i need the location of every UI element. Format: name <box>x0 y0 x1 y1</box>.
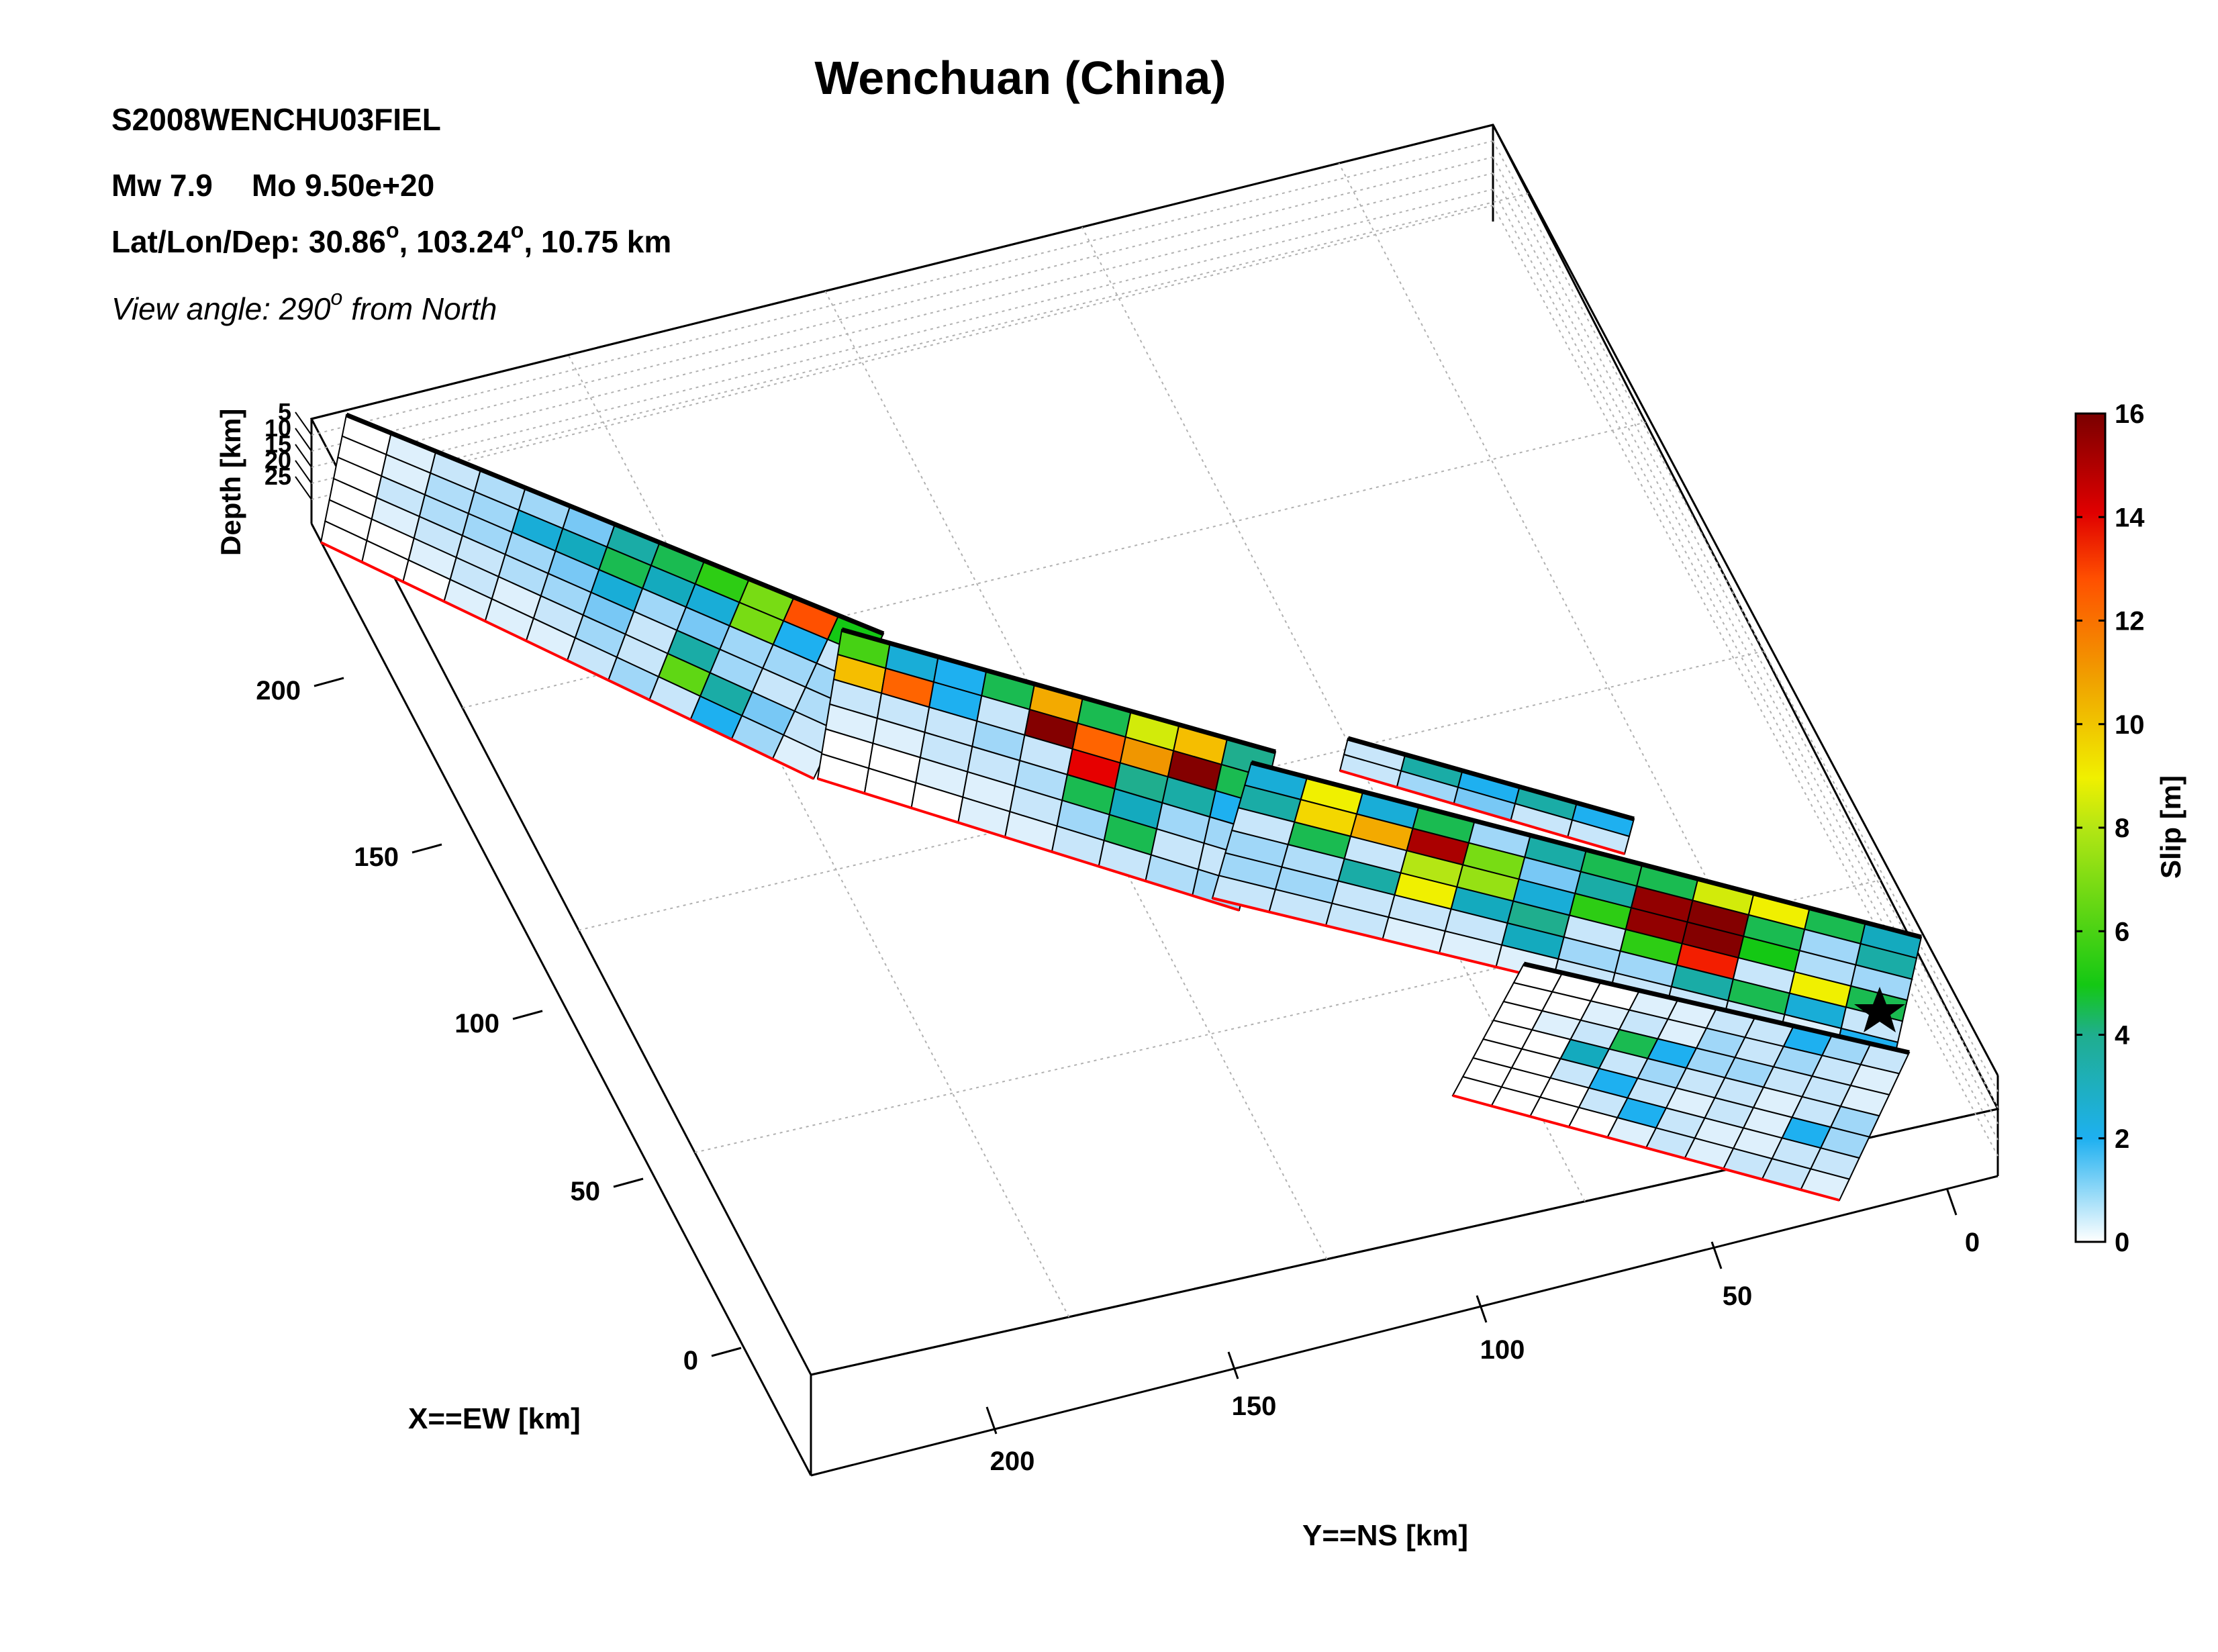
chart-title: Wenchuan (China) <box>814 52 1226 104</box>
z-tick-mark <box>295 428 312 452</box>
z-tick-mark <box>295 444 312 468</box>
grid-line <box>578 650 1764 931</box>
grid-line <box>346 193 1529 487</box>
fault-segments <box>320 412 1923 1202</box>
box-bottom-front-edge <box>810 1175 1998 1477</box>
y-tick-label: 200 <box>990 1447 1035 1476</box>
x-tick-label: 100 <box>454 1009 499 1038</box>
y-tick-mark <box>1710 1241 1723 1269</box>
fault-bottom-edge <box>1452 1094 1840 1202</box>
fault-segment <box>1211 760 1923 1065</box>
event-id: S2008WENCHU03FIEL <box>111 102 441 137</box>
fault-segment <box>1339 736 1635 855</box>
fault-top-edge <box>1251 760 1922 940</box>
y-tick-mark <box>1476 1295 1488 1323</box>
box-top-back-edge <box>311 124 1494 420</box>
fault-segment <box>816 627 1277 912</box>
x-tick-mark <box>412 843 442 854</box>
z-tick-label: 20 <box>264 446 291 474</box>
x-tick-label: 200 <box>256 676 301 706</box>
z-tick-label: 10 <box>264 414 291 442</box>
z-axis-label: Depth [km] <box>215 409 246 556</box>
box-bottom-left-edge <box>310 523 812 1476</box>
y-axis-ticks: 0 50 100 150 200 <box>985 1187 1980 1476</box>
location-label: Lat/Lon/Dep: 30.86o, 103.24o, 10.75 km <box>111 218 671 259</box>
x-tick-mark <box>711 1347 742 1357</box>
y-tick-label: 0 <box>1965 1228 1980 1257</box>
z-tick-mark <box>295 460 312 484</box>
colorbar-tick-label: 10 <box>2115 710 2145 740</box>
fault-segment <box>1451 961 1911 1202</box>
depth-grid-line <box>1492 205 1998 1157</box>
colorbar-tick-label: 14 <box>2115 503 2145 532</box>
view-angle-label: View angle: 290o from North <box>111 285 497 326</box>
depth-grid-line <box>311 156 1494 452</box>
x-tick-mark <box>512 1010 543 1020</box>
box-top-right-edge <box>1492 124 1999 1076</box>
colorbar-tick-label: 16 <box>2115 399 2145 429</box>
colorbar-tick-label: 0 <box>2115 1228 2129 1257</box>
colorbar-tick-label: 12 <box>2115 607 2145 636</box>
colorbar-ticks: 0 2 4 6 8 10 12 14 16 <box>2076 399 2145 1257</box>
y-tick-label: 150 <box>1232 1392 1277 1421</box>
y-tick-mark <box>1945 1187 1958 1216</box>
colorbar-tick-label: 4 <box>2115 1021 2130 1051</box>
x-axis-ticks: 0 50 100 150 200 <box>256 676 742 1375</box>
fault-bottom-edge <box>817 777 1240 912</box>
colorbar-tick-label: 6 <box>2115 917 2129 946</box>
fault-top-edge <box>841 627 1276 755</box>
x-tick-label: 150 <box>354 842 399 872</box>
fault-bottom-edge <box>320 541 814 780</box>
z-tick-mark <box>295 411 312 436</box>
depth-grid-line <box>311 173 1494 468</box>
depth-grid-line <box>1492 140 1998 1092</box>
y-tick-mark <box>1227 1351 1239 1379</box>
x-axis-label: X==EW [km] <box>408 1402 581 1435</box>
z-tick-mark <box>295 476 312 500</box>
colorbar-tick-label: 8 <box>2115 814 2129 843</box>
fault-top-edge <box>1523 961 1910 1055</box>
y-tick-mark <box>985 1406 998 1435</box>
depth-grid-line <box>1492 156 1998 1108</box>
fault-top-edge <box>1347 736 1635 822</box>
x-tick-label: 0 <box>683 1346 698 1375</box>
x-tick-mark <box>314 677 344 687</box>
fault-bottom-edge <box>1339 769 1625 855</box>
depth-grid-line <box>311 205 1494 500</box>
depth-grid-line <box>1492 173 1998 1124</box>
z-tick-label: 5 <box>278 398 291 426</box>
x-tick-label: 50 <box>571 1177 601 1206</box>
colorbar-label: Slip [m] <box>2155 775 2186 879</box>
x-tick-mark <box>613 1177 644 1188</box>
depth-grid-line <box>311 189 1494 484</box>
magnitude-label: Mw 7.9 Mo 9.50e+20 <box>111 168 434 203</box>
y-axis-label: Y==NS [km] <box>1302 1519 1468 1552</box>
depth-grid <box>311 140 1998 1157</box>
z-tick-label: 25 <box>264 463 291 490</box>
hypocenter-star <box>1854 987 1905 1032</box>
depth-grid-line <box>1492 189 1998 1140</box>
y-tick-label: 50 <box>1723 1281 1753 1311</box>
y-tick-label: 100 <box>1480 1335 1525 1365</box>
depth-grid-line <box>311 140 1494 436</box>
colorbar-tick-label: 2 <box>2115 1124 2129 1154</box>
fault-segment <box>320 412 885 780</box>
grid-line <box>567 354 1070 1318</box>
fault-top-edge <box>345 412 885 636</box>
z-tick-label: 15 <box>264 430 291 458</box>
